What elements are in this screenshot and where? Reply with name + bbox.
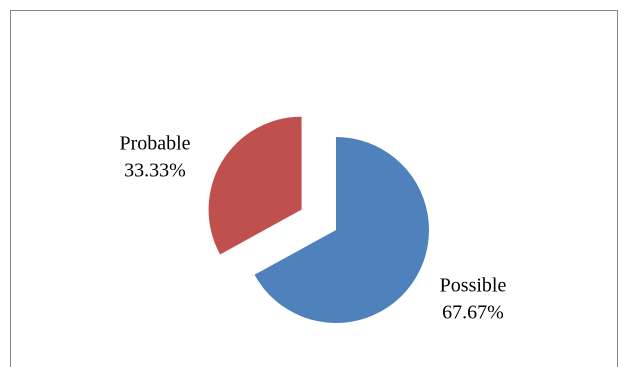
slice-value-label: 33.33% — [124, 160, 186, 182]
pie-slice — [254, 137, 429, 323]
chart-border — [10, 10, 618, 367]
slice-value-label: 67.67% — [442, 302, 504, 324]
slice-category-label: Probable — [119, 133, 190, 155]
slice-category-label: Possible — [440, 275, 507, 297]
pie-slice — [208, 116, 302, 255]
